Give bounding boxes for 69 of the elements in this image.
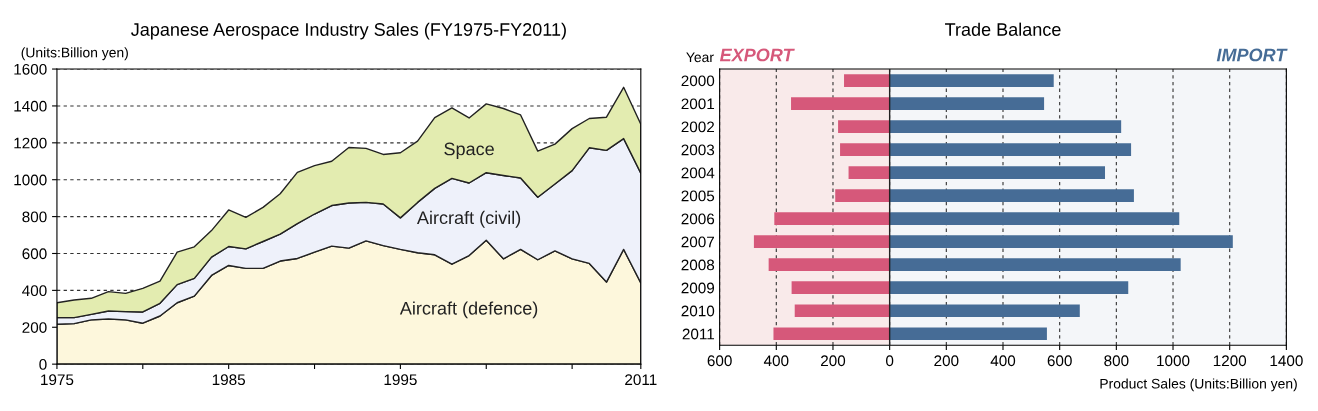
text: IMPORT bbox=[1216, 48, 1288, 62]
x-tick-label: 400 bbox=[990, 355, 1016, 367]
x-tick-label: 1000 bbox=[1157, 355, 1190, 367]
bar bbox=[889, 281, 1129, 295]
x-tick-label: 200 bbox=[821, 355, 846, 367]
bar bbox=[889, 304, 1080, 318]
x-tick-label: 600 bbox=[707, 355, 732, 367]
bar bbox=[848, 166, 890, 179]
y-tick-label: 2010 bbox=[681, 305, 715, 317]
bar bbox=[774, 212, 890, 225]
bar bbox=[840, 143, 890, 156]
x-tick-label: 1985 bbox=[212, 374, 246, 386]
y-tick-label: 1400 bbox=[14, 100, 47, 112]
series-label: Aircraft (civil) bbox=[416, 210, 521, 228]
y-axis-title: (Units:Billion yen) bbox=[21, 47, 128, 61]
y-tick-label: 1600 bbox=[14, 63, 47, 75]
bar bbox=[791, 281, 890, 295]
series-label: EXPORT bbox=[719, 48, 795, 62]
y-tick-label: 2011 bbox=[682, 328, 715, 340]
bar bbox=[889, 235, 1233, 248]
chart-title: Trade Balance bbox=[945, 22, 1061, 36]
x-tick-label: 400 bbox=[763, 355, 789, 367]
bar bbox=[768, 258, 890, 272]
chart-title: Japanese Aerospace Industry Sales (FY1975-FY2011) bbox=[131, 22, 566, 40]
bar bbox=[889, 258, 1181, 272]
x-tick-label: 0 bbox=[886, 355, 894, 367]
bar bbox=[838, 120, 890, 133]
y-tick-label: 2001 bbox=[681, 98, 715, 110]
x-tick-label: 2011 bbox=[625, 374, 657, 386]
bar bbox=[844, 74, 890, 87]
bar bbox=[791, 97, 890, 110]
y-tick-label: 2005 bbox=[681, 190, 715, 202]
bar bbox=[794, 304, 890, 318]
x-tick-label: 200 bbox=[934, 355, 959, 367]
y-tick-label: 2000 bbox=[681, 75, 715, 87]
y-axis-title: Year bbox=[686, 52, 714, 63]
series-label: Aircraft (defence) bbox=[399, 301, 538, 319]
y-tick-label: 400 bbox=[22, 285, 47, 297]
bar bbox=[753, 235, 890, 248]
y-tick-label: 600 bbox=[22, 248, 47, 260]
y-tick-label: 2009 bbox=[681, 282, 715, 294]
bar bbox=[889, 74, 1054, 87]
bar bbox=[889, 327, 1047, 341]
bar bbox=[889, 189, 1134, 202]
y-tick-label: 2007 bbox=[681, 236, 714, 248]
bar bbox=[889, 97, 1045, 110]
series-label: Space bbox=[444, 142, 494, 159]
y-tick-label: 2002 bbox=[681, 121, 714, 133]
bar bbox=[773, 327, 890, 341]
bar bbox=[835, 189, 890, 202]
y-tick-label: 800 bbox=[22, 211, 47, 223]
bar bbox=[889, 166, 1106, 179]
bar bbox=[889, 120, 1122, 133]
y-tick-label: 2008 bbox=[681, 259, 715, 271]
x-tick-label: 1975 bbox=[41, 374, 74, 386]
bar bbox=[889, 212, 1180, 225]
y-tick-label: 2003 bbox=[681, 144, 715, 156]
x-tick-label: 1200 bbox=[1213, 355, 1247, 367]
y-tick-label: 1000 bbox=[14, 174, 47, 186]
y-tick-label: 200 bbox=[22, 322, 47, 333]
x-tick-label: 600 bbox=[1047, 355, 1072, 367]
bar bbox=[889, 143, 1132, 156]
y-tick-label: 2004 bbox=[681, 167, 715, 179]
x-tick-label: 1400 bbox=[1270, 355, 1303, 367]
x-axis-title: Product Sales (Units:Billion yen) bbox=[1100, 378, 1297, 392]
y-tick-label: 2006 bbox=[681, 213, 715, 225]
x-tick-label: 800 bbox=[1104, 355, 1129, 367]
x-tick-label: 1995 bbox=[384, 374, 417, 386]
y-tick-label: 1200 bbox=[14, 137, 47, 149]
